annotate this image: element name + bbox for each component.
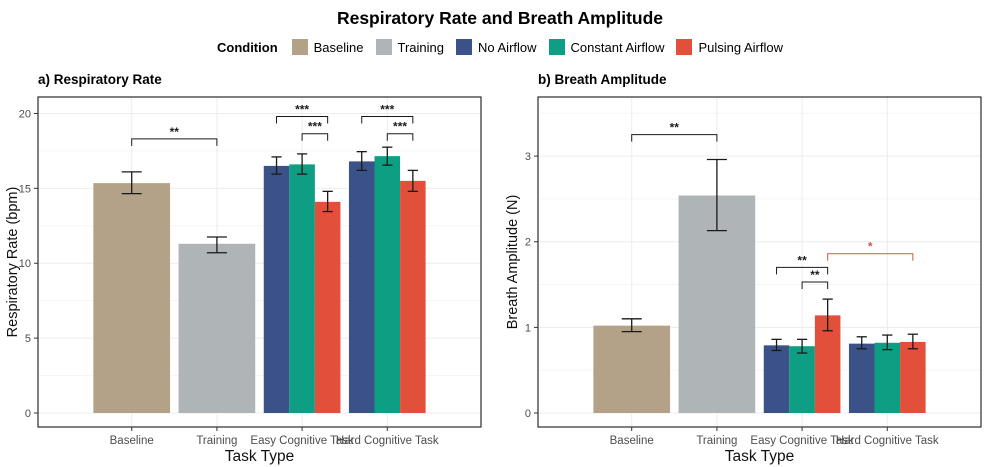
legend-swatch-icon [291, 39, 308, 55]
svg-text:***: *** [295, 102, 309, 116]
svg-text:**: ** [170, 125, 180, 139]
svg-text:20: 20 [19, 108, 31, 120]
svg-text:0: 0 [25, 408, 31, 420]
panel-respiratory-rate: 0 5 10 15 20 Baseline Training Easy Cognitive T… [0, 66, 500, 467]
legend-swatch-icon [676, 39, 693, 55]
svg-text:***: *** [380, 102, 394, 116]
legend-item-label: Constant Airflow [570, 39, 665, 55]
svg-text:Baseline: Baseline [110, 435, 154, 447]
figure-title: Respiratory Rate and Breath Amplitude [336, 8, 664, 28]
svg-text:Baseline: Baseline [610, 435, 654, 447]
legend-item-baseline: Baseline [291, 39, 364, 55]
legend-item-label: Baseline [313, 39, 364, 55]
legend: Condition Baseline Training No Airflow Cons… [0, 39, 1000, 55]
legend-item-no-airflow: No Airflow [456, 39, 537, 55]
svg-text:Training: Training [196, 435, 237, 447]
legend-item-training: Training [375, 39, 444, 55]
svg-text:Training: Training [696, 435, 737, 447]
svg-text:***: *** [308, 120, 322, 134]
panel-breath-amplitude: 0 1 2 3 Baseline Training Easy Cognitive Task H… [500, 66, 1000, 467]
svg-text:15: 15 [19, 183, 31, 195]
svg-text:Hard Cognitive Task: Hard Cognitive Task [336, 435, 439, 447]
breath-amplitude-chart: 0 1 2 3 Baseline Training Easy Cognitive TaskH… [505, 72, 982, 465]
svg-text:2: 2 [525, 237, 531, 249]
legend-item-label: Training [397, 39, 444, 55]
respiratory-rate-chart: 0 5 10 15 20 Baseline Training Easy Cognitive T… [5, 72, 482, 465]
legend-swatch-icon [456, 39, 472, 55]
svg-text:Easy Cognitive Task: Easy Cognitive Task [750, 435, 854, 447]
svg-text:0: 0 [525, 408, 531, 420]
svg-text:Hard Cognitive Task: Hard Cognitive Task [836, 435, 939, 447]
svg-text:Easy Cognitive Task: Easy Cognitive Task [250, 435, 354, 447]
svg-text:*: * [868, 240, 873, 254]
legend-item-constant-airflow: Constant Airflow [548, 39, 665, 55]
svg-text:**: ** [797, 253, 807, 267]
legend-swatch-icon [375, 39, 392, 55]
svg-text:a) Respiratory Rate: a) Respiratory Rate [38, 72, 162, 87]
legend-swatch-icon [548, 39, 565, 55]
svg-text:***: *** [393, 120, 407, 134]
svg-text:10: 10 [19, 258, 31, 270]
svg-text:b) Breath Amplitude: b) Breath Amplitude [538, 72, 667, 87]
legend-item-pulsing-airflow: Pulsing Airflow [676, 39, 783, 55]
legend-item-label: No Airflow [478, 39, 537, 55]
svg-text:Breath Amplitude (N): Breath Amplitude (N) [505, 195, 521, 330]
svg-text:**: ** [670, 121, 680, 135]
legend-item-label: Pulsing Airflow [698, 39, 784, 55]
svg-text:3: 3 [525, 151, 531, 163]
legend-title: Condition [216, 39, 278, 55]
svg-text:1: 1 [525, 322, 531, 334]
svg-text:**: ** [810, 268, 820, 282]
svg-text:Task Type: Task Type [725, 448, 795, 465]
svg-text:Respiratory Rate (bpm): Respiratory Rate (bpm) [5, 187, 21, 338]
svg-text:Task Type: Task Type [225, 448, 295, 465]
svg-text:5: 5 [25, 333, 31, 345]
